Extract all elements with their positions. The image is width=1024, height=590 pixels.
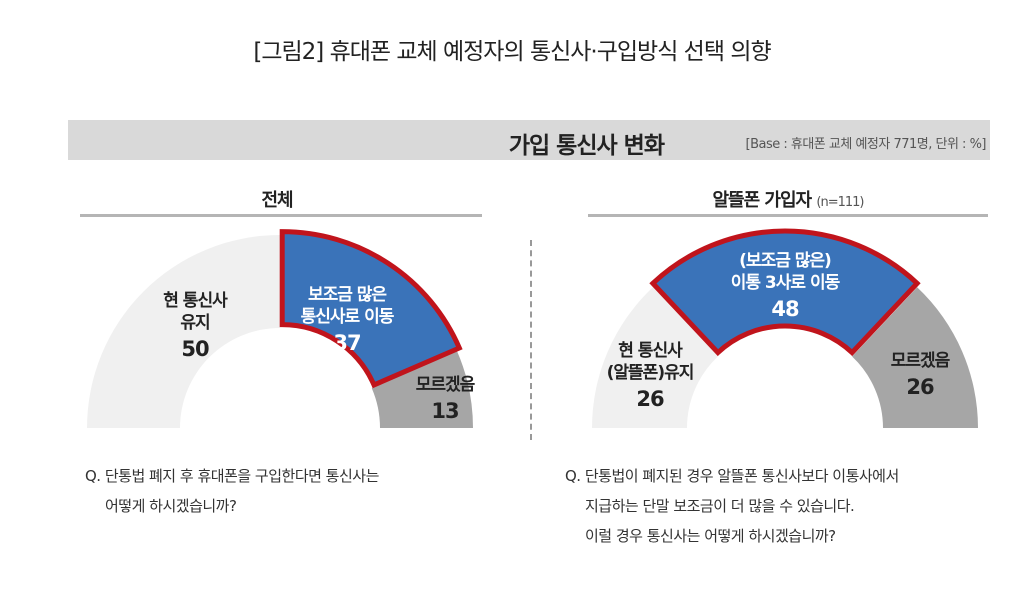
donut-slice [592,287,718,428]
slice-label-line: 모르겠음 [890,351,951,371]
donut-slice [87,235,280,428]
slice-label-line: 유지 [180,313,210,333]
donut-slice [649,228,921,357]
slice-label-line: 이통 3사로 이동 [730,273,841,293]
slice-label: 보조금 많은 통신사로 이동 37 [282,284,412,358]
question-line: Q. 단통법 폐지 후 휴대폰을 구입한다면 통신사는 [85,467,379,485]
donut-slice [852,287,978,428]
title-rule [588,214,988,217]
question-line: 어떻게 하시겠습니까? [105,497,237,515]
data-label: 48 [771,297,799,321]
data-label: 37 [333,331,361,355]
slice-label-line: (알뜰폰)유지 [606,363,695,383]
section-banner [68,120,990,160]
slice-label: 모르겠음 13 [400,374,490,426]
banner-title: 가입 통신사 변화 [508,133,665,159]
chart-title-mvno: 알뜰폰 가입자 (n=111) [588,186,988,212]
donut-slice [279,229,463,389]
chart-subtitle: (n=111) [816,195,864,210]
slice-label-line: (보조금 많은) [739,251,832,271]
figure-title: [그림2] 휴대폰 교체 예정자의 통신사·구입방식 선택 의향 [253,39,771,65]
title-rule [80,214,482,217]
question-line: Q. 단통법이 폐지된 경우 알뜰폰 통신사보다 이통사에서 [565,467,899,485]
chart-title-text: 알뜰폰 가입자 [712,190,812,211]
chart-title-text: 전체 [261,190,293,211]
question-total: Q. 단통법 폐지 후 휴대폰을 구입한다면 통신사는 어떻게 하시겠습니까? [85,461,379,521]
data-label: 13 [431,399,459,423]
question-mvno: Q. 단통법이 폐지된 경우 알뜰폰 통신사보다 이통사에서 지급하는 단말 보… [565,461,899,551]
divider [530,240,532,440]
slice-label-line: 보조금 많은 [307,285,387,305]
slice-label-line: 통신사로 이동 [300,307,395,327]
slice-label: 모르겠음 26 [870,350,970,402]
slice-label-line: 모르겠음 [415,375,476,395]
slice-label-line: 현 통신사 [163,291,227,311]
slice-label: 현 통신사 (알뜰폰)유지 26 [590,340,710,414]
slice-label-line: 현 통신사 [618,341,682,361]
question-line: 이럴 경우 통신사는 어떻게 하시겠습니까? [585,527,836,545]
chart-title-total: 전체 [77,186,477,212]
banner-base-note: [Base : 휴대폰 교체 예정자 771명, 단위 : %] [745,137,987,152]
slice-label: (보조금 많은) 이통 3사로 이동 48 [710,250,860,324]
slice-label: 현 통신사 유지 50 [140,290,250,364]
data-label: 26 [636,387,664,411]
question-line: 지급하는 단말 보조금이 더 많을 수 있습니다. [585,497,855,515]
donut-slice [371,351,473,428]
data-label: 50 [181,337,209,361]
data-label: 26 [906,375,934,399]
